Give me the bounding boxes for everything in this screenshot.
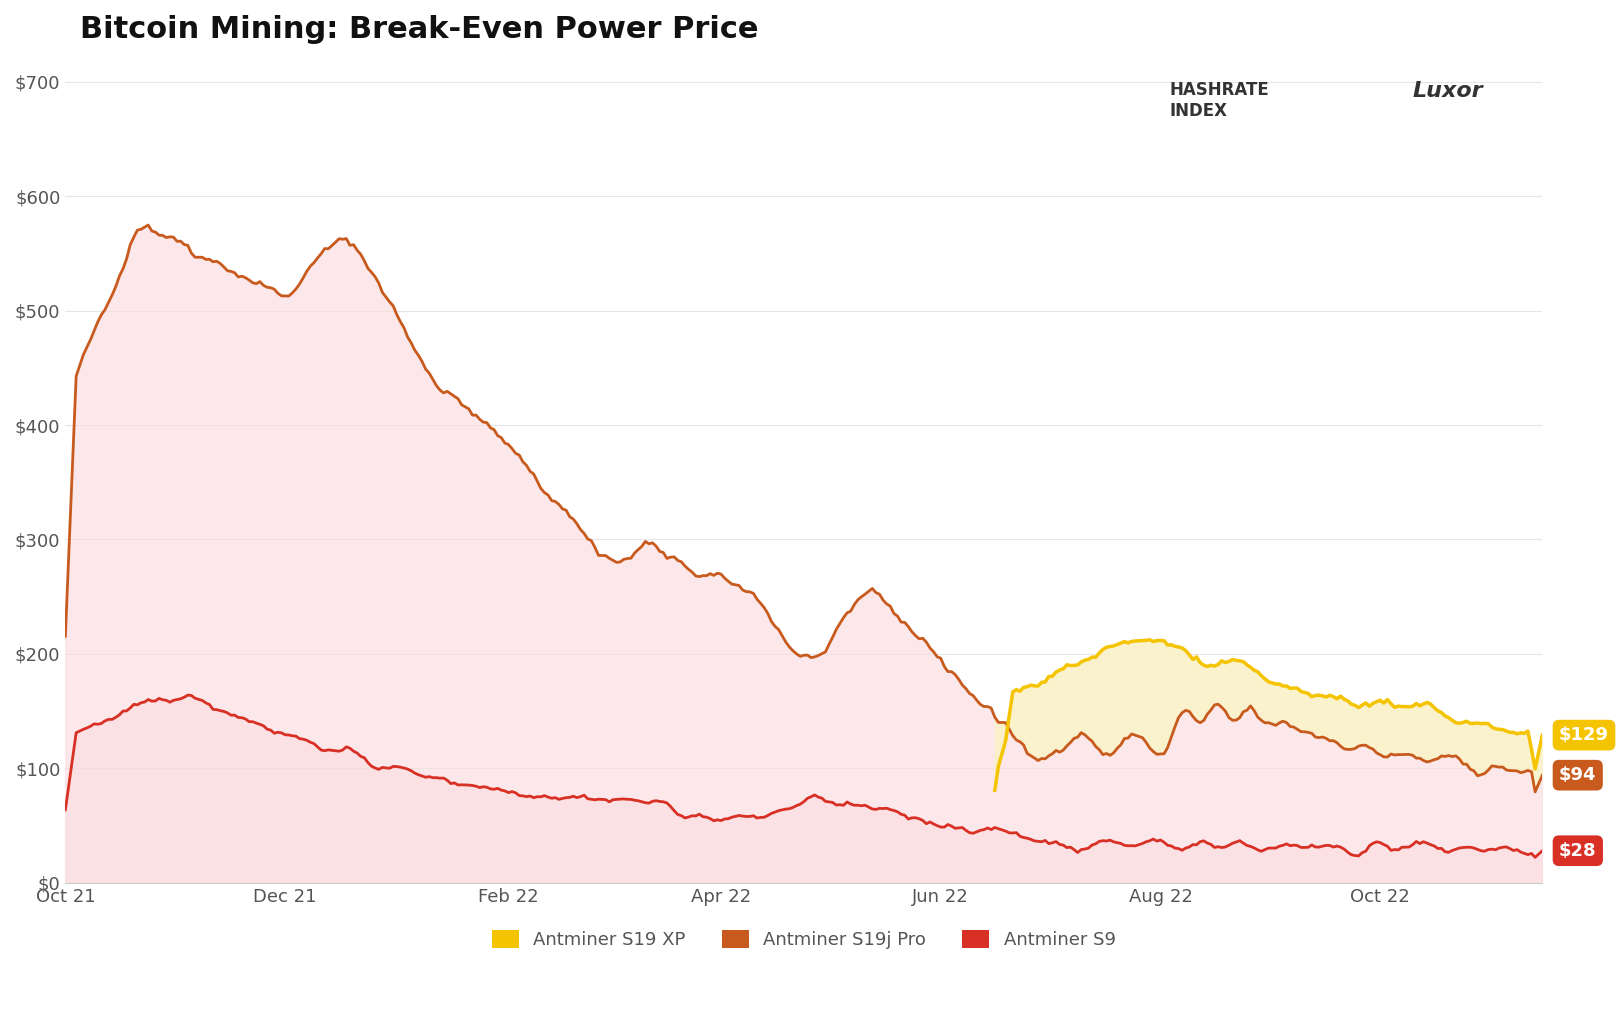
Text: Bitcoin Mining: Break-Even Power Price: Bitcoin Mining: Break-Even Power Price	[80, 15, 758, 44]
Text: HASHRATE
INDEX: HASHRATE INDEX	[1169, 81, 1268, 120]
Text: Luxor: Luxor	[1412, 81, 1482, 102]
Text: $94: $94	[1558, 767, 1595, 784]
Legend: Antminer S19 XP, Antminer S19j Pro, Antminer S9: Antminer S19 XP, Antminer S19j Pro, Antm…	[484, 922, 1123, 956]
Text: $28: $28	[1558, 842, 1595, 859]
Text: $129: $129	[1558, 726, 1608, 744]
